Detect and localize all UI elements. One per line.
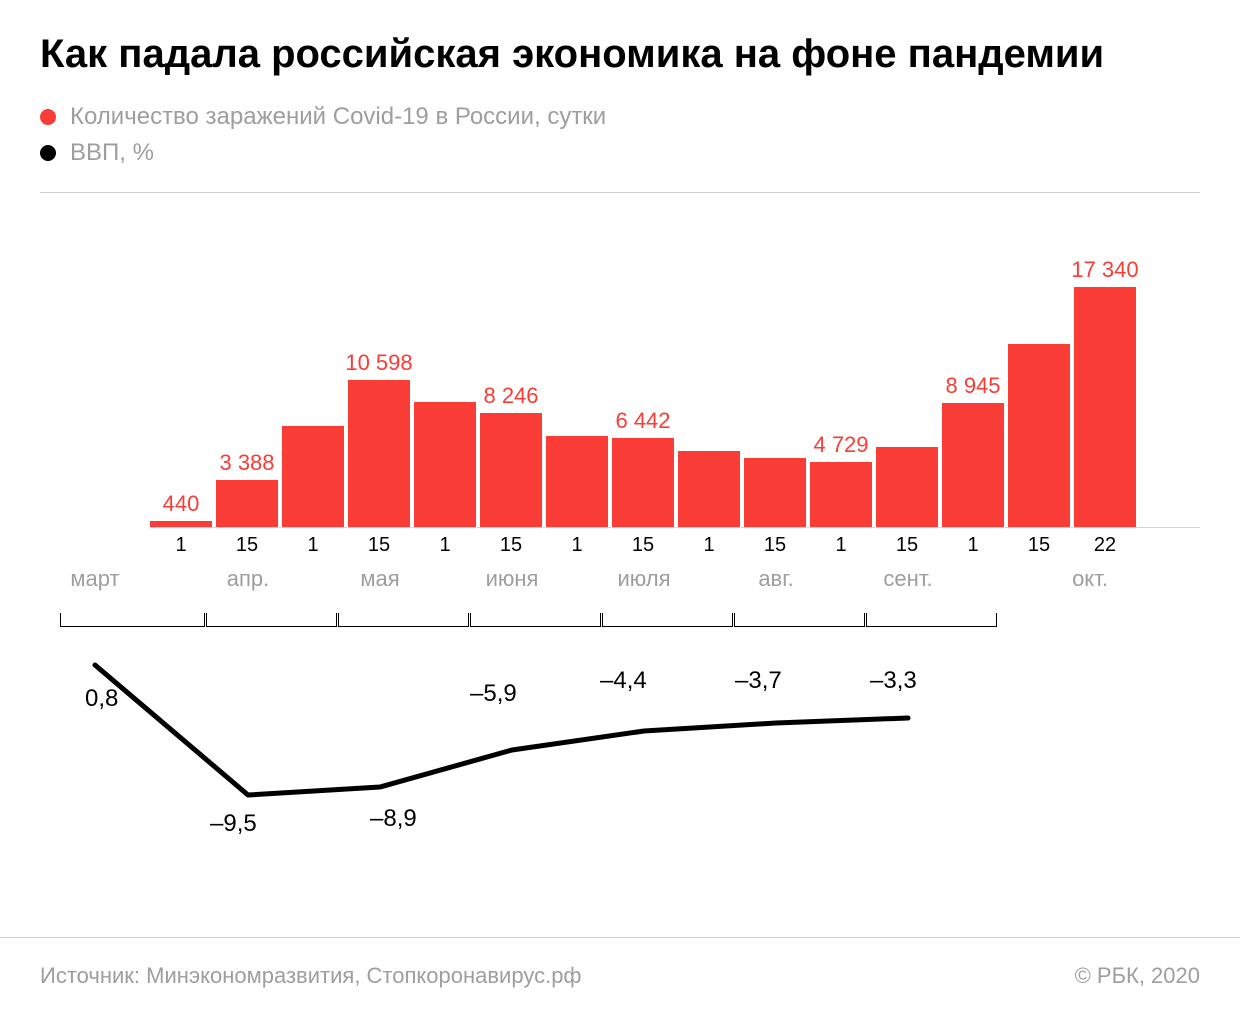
month-labels-row: март апр. мая июня июля авг. сент. окт. <box>40 558 1200 613</box>
gdp-value-label: –8,9 <box>370 805 417 833</box>
bar: 4 729 <box>810 462 872 527</box>
gdp-value-label: –3,7 <box>735 667 782 695</box>
legend-dot-cases-icon <box>40 109 56 125</box>
month-label: июня <box>486 566 539 592</box>
bar-value-label: 8 945 <box>945 373 1000 399</box>
legend: Количество заражений Covid-19 в России, … <box>40 103 1200 167</box>
day-label: 15 <box>236 534 258 557</box>
bar: 8 945 <box>942 403 1004 527</box>
bar <box>876 447 938 527</box>
gdp-value-label: 0,8 <box>85 685 118 713</box>
day-label: 1 <box>967 534 978 557</box>
day-label: 1 <box>175 534 186 557</box>
bar-value-label: 6 442 <box>615 408 670 434</box>
month-label: авг. <box>758 566 793 592</box>
bar-value-label: 440 <box>163 491 200 517</box>
month-label: окт. <box>1072 566 1108 592</box>
divider-top <box>40 192 1200 193</box>
bar <box>678 451 740 527</box>
month-bracket <box>60 613 205 627</box>
day-label: 15 <box>500 534 522 557</box>
day-labels-row: 1 15 1 15 1 15 1 15 1 15 1 15 1 15 22 <box>150 528 1200 558</box>
bar: 17 340 <box>1074 287 1136 527</box>
bar-value-label: 8 246 <box>483 383 538 409</box>
month-bracket <box>470 613 601 627</box>
month-bracket <box>734 613 865 627</box>
month-bracket <box>866 613 997 627</box>
day-label: 15 <box>632 534 654 557</box>
day-label: 15 <box>1028 534 1050 557</box>
bar-value-label: 17 340 <box>1071 257 1138 283</box>
day-label: 15 <box>764 534 786 557</box>
month-label: сент. <box>883 566 932 592</box>
month-bracket <box>206 613 337 627</box>
legend-dot-gdp-icon <box>40 145 56 161</box>
month-bracket <box>338 613 469 627</box>
gdp-value-label: –3,3 <box>870 667 917 695</box>
gdp-value-label: –4,4 <box>600 667 647 695</box>
day-label: 1 <box>307 534 318 557</box>
day-label: 1 <box>571 534 582 557</box>
month-label: июля <box>617 566 670 592</box>
chart-area: 440 3 388 10 598 8 246 6 442 4 729 8 945 17 340… <box>40 248 1200 888</box>
bars-region: 440 3 388 10 598 8 246 6 442 4 729 8 945 17 340 <box>150 248 1200 528</box>
gdp-line-region: 0,8 –9,5 –8,9 –5,9 –4,4 –3,7 –3,3 <box>40 645 1200 845</box>
footer-credit: © РБК, 2020 <box>1075 963 1200 989</box>
bar-value-label: 4 729 <box>813 432 868 458</box>
bar: 8 246 <box>480 413 542 527</box>
gdp-value-label: –5,9 <box>470 680 517 708</box>
gdp-value-label: –9,5 <box>210 810 257 838</box>
day-label: 1 <box>439 534 450 557</box>
month-label: апр. <box>227 566 270 592</box>
month-label: март <box>70 566 119 592</box>
legend-item-cases: Количество заражений Covid-19 в России, … <box>40 103 1200 131</box>
bar: 440 <box>150 521 212 527</box>
bar-value-label: 10 598 <box>345 350 412 376</box>
chart-title: Как падала российская экономика на фоне … <box>40 30 1200 78</box>
bar <box>414 402 476 527</box>
legend-label-cases: Количество заражений Covid-19 в России, … <box>70 103 606 131</box>
legend-label-gdp: ВВП, % <box>70 139 154 167</box>
footer: Источник: Минэкономразвития, Стопкоронав… <box>0 937 1240 1014</box>
month-bracket <box>602 613 733 627</box>
day-label: 15 <box>896 534 918 557</box>
bar <box>1008 344 1070 527</box>
bar: 10 598 <box>348 380 410 527</box>
legend-item-gdp: ВВП, % <box>40 139 1200 167</box>
day-label: 1 <box>703 534 714 557</box>
bar-value-label: 3 388 <box>219 450 274 476</box>
day-label: 1 <box>835 534 846 557</box>
bar: 6 442 <box>612 438 674 527</box>
footer-source: Источник: Минэкономразвития, Стопкоронав… <box>40 963 582 989</box>
bar <box>744 458 806 527</box>
bar <box>546 436 608 527</box>
bar: 3 388 <box>216 480 278 527</box>
month-label: мая <box>360 566 399 592</box>
day-label: 15 <box>368 534 390 557</box>
day-label: 22 <box>1094 534 1116 557</box>
brackets-row <box>40 613 1200 635</box>
bar <box>282 426 344 527</box>
